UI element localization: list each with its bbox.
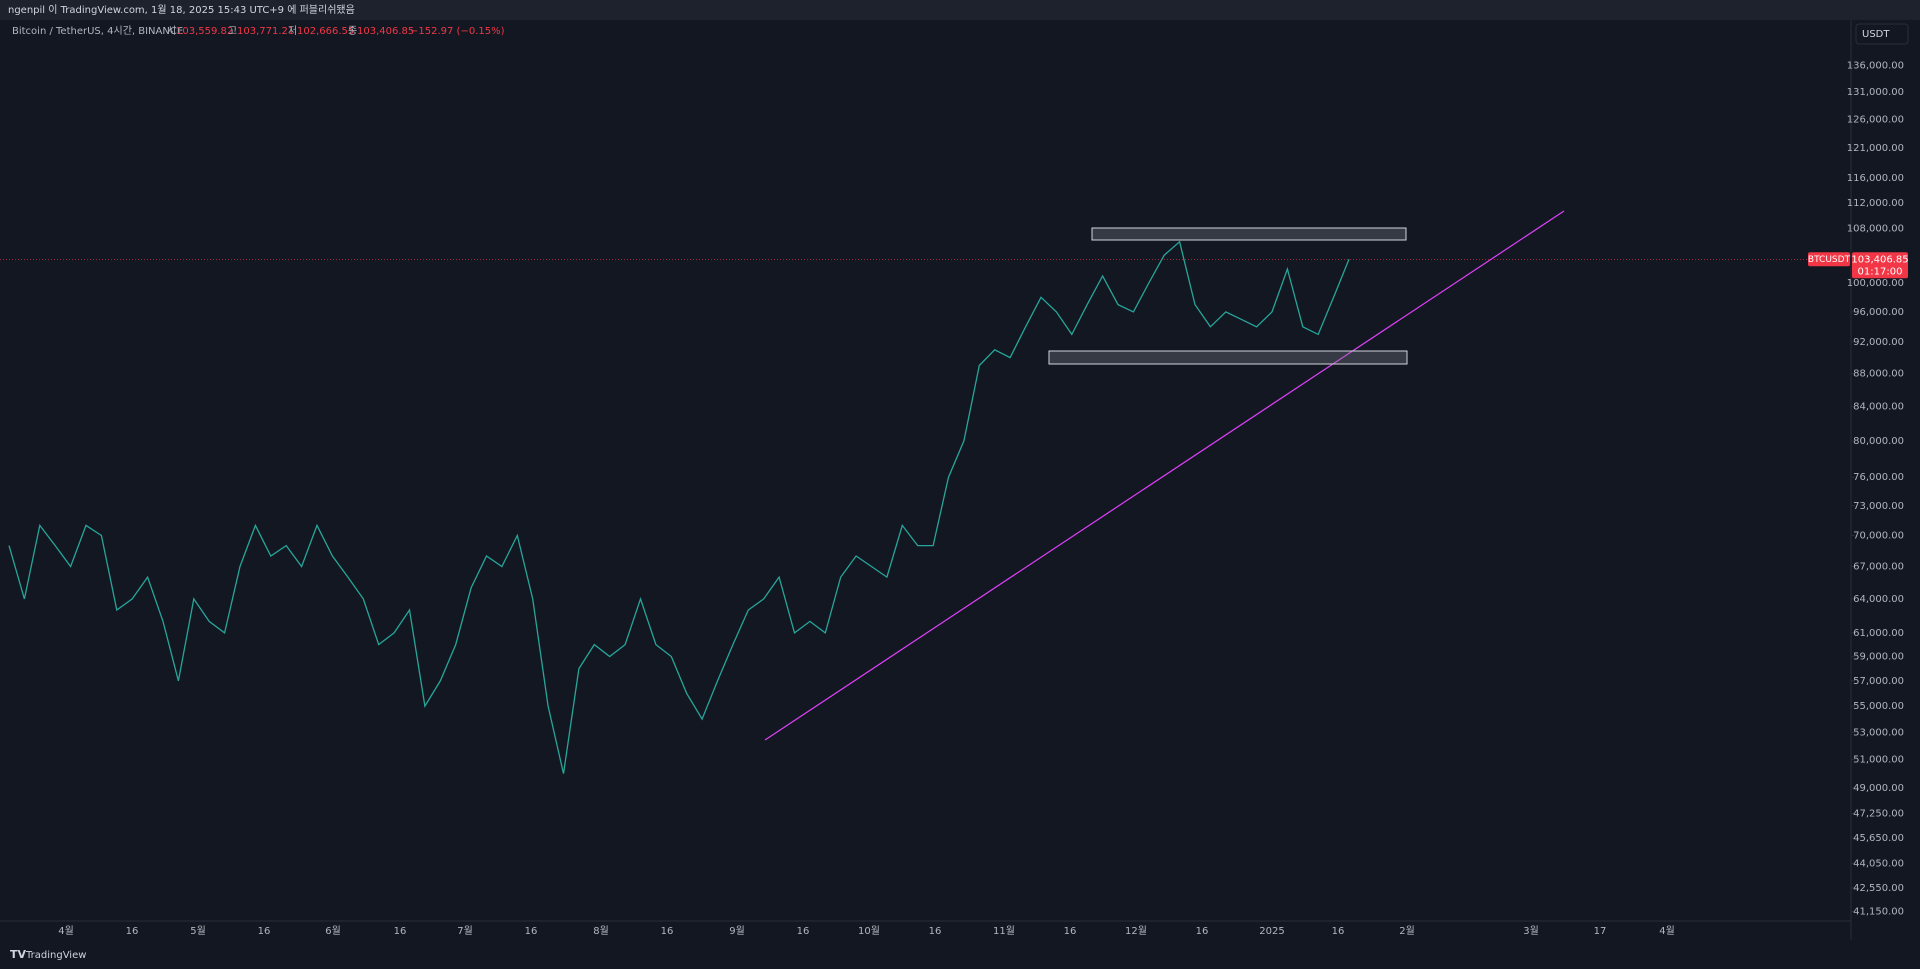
resistance-box: [1091, 227, 1407, 241]
y-tick-label: 88,000.00: [1853, 368, 1904, 379]
y-tick-label: 131,000.00: [1847, 87, 1904, 98]
y-tick-label: 47,250.00: [1853, 809, 1904, 820]
y-tick-label: 112,000.00: [1847, 198, 1904, 209]
header-title: ngenpil 이 TradingView.com, 1월 18, 2025 1…: [8, 4, 355, 16]
legend-close: 103,406.85: [357, 26, 414, 37]
x-tick-label: 16: [258, 926, 271, 937]
x-tick-label: 2월: [1399, 925, 1415, 937]
y-tick-label: 126,000.00: [1847, 114, 1904, 125]
x-tick-label: 16: [1064, 926, 1077, 937]
y-tick-label: 76,000.00: [1853, 472, 1904, 483]
legend-open: 103,559.82: [176, 26, 233, 37]
y-tick-label: 59,000.00: [1853, 651, 1904, 662]
x-tick-label: 17: [1594, 926, 1607, 937]
x-tick-label: 4월: [1659, 925, 1675, 937]
legend-change: −152.97 (−0.15%): [410, 26, 505, 37]
x-tick-label: 16: [929, 926, 942, 937]
y-tick-label: 55,000.00: [1853, 701, 1904, 712]
legend-close-label: 종: [348, 25, 357, 37]
y-tick-label: 73,000.00: [1853, 501, 1904, 512]
footer-brand: TradingView: [25, 950, 86, 961]
x-tick-label: 16: [525, 926, 538, 937]
y-tick-label: 70,000.00: [1853, 530, 1904, 541]
legend-low-label: 저: [288, 25, 297, 37]
y-tick-label: 121,000.00: [1847, 143, 1904, 154]
y-tick-label: 64,000.00: [1853, 594, 1904, 605]
symbol-tag-label: BTCUSDT: [1808, 255, 1851, 265]
x-tick-label: 10월: [858, 925, 880, 937]
x-tick-label: 8월: [593, 925, 609, 937]
x-tick-label: 7월: [457, 925, 473, 937]
x-tick-label: 16: [1196, 926, 1209, 937]
legend-open-label: 시: [167, 25, 176, 37]
legend-symbol: Bitcoin / TetherUS, 4시간, BINANCE: [12, 25, 183, 37]
support-box: [1048, 350, 1408, 365]
footer-logo: TV: [10, 948, 27, 961]
x-tick-label: 11월: [993, 925, 1015, 937]
countdown-label: 01:17:00: [1858, 266, 1903, 277]
x-tick-label: 12월: [1125, 925, 1147, 937]
y-tick-label: 45,650.00: [1853, 833, 1904, 844]
legend-high: 103,771.21: [237, 26, 294, 37]
currency-label[interactable]: USDT: [1862, 29, 1890, 40]
header-bar: [0, 0, 1920, 20]
price-tag: [1852, 252, 1908, 279]
x-tick-label: 16: [797, 926, 810, 937]
x-tick-label: 5월: [190, 925, 206, 937]
y-tick-label: 41,150.00: [1853, 906, 1904, 917]
y-tick-label: 100,000.00: [1847, 278, 1904, 289]
legend: Bitcoin / TetherUS, 4시간, BINANCE 시 103,5…: [12, 25, 505, 37]
trend-line: [764, 210, 1565, 741]
symbol-tag: [1808, 252, 1850, 267]
y-tick-label: 42,550.00: [1853, 883, 1904, 894]
x-tick-label: 4월: [58, 925, 74, 937]
y-tick-label: 116,000.00: [1847, 173, 1904, 184]
y-tick-label: 108,000.00: [1847, 224, 1904, 235]
y-tick-label: 53,000.00: [1853, 727, 1904, 738]
y-tick-label: 49,000.00: [1853, 783, 1904, 794]
y-tick-label: 80,000.00: [1853, 436, 1904, 447]
price-tag-label: 103,406.85: [1851, 254, 1908, 265]
x-tick-label: 16: [126, 926, 139, 937]
x-tick-label: 6월: [325, 925, 341, 937]
y-tick-label: 96,000.00: [1853, 307, 1904, 318]
x-tick-label: 16: [394, 926, 407, 937]
y-tick-label: 67,000.00: [1853, 561, 1904, 572]
y-tick-label: 136,000.00: [1847, 60, 1904, 71]
y-tick-label: 57,000.00: [1853, 676, 1904, 687]
footer-bar: [0, 941, 1920, 969]
y-tick-label: 51,000.00: [1853, 755, 1904, 766]
y-tick-label: 44,050.00: [1853, 858, 1904, 869]
x-tick-label: 16: [1332, 926, 1345, 937]
x-tick-label: 3월: [1523, 925, 1539, 937]
price-line: [8, 240, 1350, 774]
x-tick-label: 16: [661, 926, 674, 937]
legend-low: 102,666.55: [297, 26, 354, 37]
y-tick-label: 84,000.00: [1853, 401, 1904, 412]
x-tick-label: 2025: [1259, 926, 1284, 937]
currency-button[interactable]: [1855, 23, 1909, 45]
y-tick-label: 92,000.00: [1853, 337, 1904, 348]
x-tick-label: 9월: [729, 925, 745, 937]
y-tick-label: 61,000.00: [1853, 628, 1904, 639]
legend-high-label: 고: [228, 26, 237, 37]
